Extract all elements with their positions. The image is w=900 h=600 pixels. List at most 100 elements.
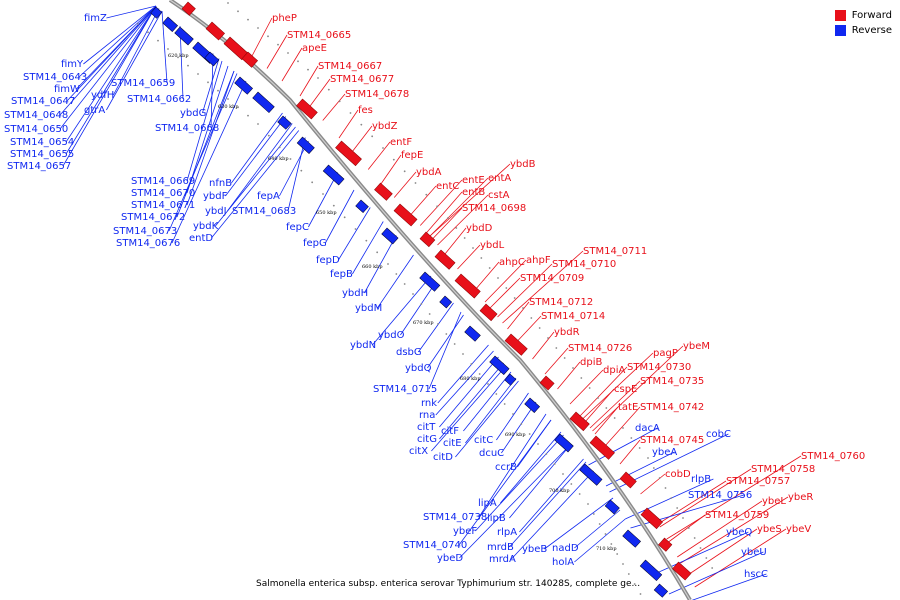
reverse-gene-label[interactable]: citD — [433, 452, 453, 463]
reverse-gene-label[interactable]: STM14_0676 — [116, 238, 180, 249]
reverse-gene-label[interactable]: fepC — [286, 222, 309, 233]
forward-gene-label[interactable]: ybeS — [757, 524, 782, 535]
reverse-gene-label[interactable]: citG — [417, 434, 437, 445]
reverse-gene-label[interactable]: fimY — [61, 59, 84, 70]
reverse-gene-label[interactable]: ybdK — [193, 221, 219, 232]
forward-gene-label[interactable]: cobD — [665, 469, 691, 480]
forward-gene-label[interactable]: cstA — [488, 190, 510, 201]
forward-gene-label[interactable]: ahpC — [499, 257, 525, 268]
forward-gene-label[interactable]: ybdZ — [372, 121, 398, 132]
reverse-gene-label[interactable]: ybdJ — [205, 206, 227, 217]
reverse-gene-label[interactable]: fepD — [316, 255, 340, 266]
reverse-gene-label[interactable]: citE — [443, 438, 462, 449]
reverse-gene-label[interactable]: rnk — [421, 398, 437, 409]
forward-gene-label[interactable]: STM14_0667 — [318, 61, 382, 72]
reverse-gene-label[interactable]: STM14_0657 — [7, 161, 71, 172]
reverse-gene-label[interactable]: dcuC — [479, 448, 504, 459]
reverse-gene-label[interactable]: STM14_0648 — [4, 110, 68, 121]
reverse-gene-label[interactable]: STM14_0650 — [4, 124, 68, 135]
reverse-gene-label[interactable]: fimW — [54, 84, 80, 95]
reverse-gene-label[interactable]: STM14_0738 — [423, 512, 487, 523]
reverse-gene-label[interactable]: ccrB — [495, 462, 517, 473]
forward-gene-label[interactable]: entC — [436, 181, 459, 192]
reverse-gene-label[interactable]: ybdF — [203, 191, 228, 202]
reverse-gene-label[interactable]: citT — [417, 422, 436, 433]
reverse-gene-label[interactable]: STM14_0740 — [403, 540, 467, 551]
forward-gene-label[interactable]: STM14_0711 — [583, 246, 647, 257]
forward-gene-label[interactable]: STM14_0678 — [345, 89, 409, 100]
forward-gene-label[interactable]: STM14_0698 — [462, 203, 526, 214]
forward-gene-label[interactable]: ahpF — [526, 255, 551, 266]
forward-gene-label[interactable]: ybeR — [788, 492, 813, 503]
reverse-gene-label[interactable]: citF — [441, 426, 459, 437]
forward-gene-label[interactable]: STM14_0730 — [627, 362, 691, 373]
forward-gene-label[interactable]: STM14_0712 — [529, 297, 593, 308]
reverse-gene-label[interactable]: holA — [552, 557, 574, 568]
forward-gene-label[interactable]: cspE — [614, 384, 637, 395]
reverse-gene-label[interactable]: ybdN — [350, 340, 376, 351]
forward-gene-label[interactable]: ybeM — [683, 341, 710, 352]
forward-gene-label[interactable]: STM14_0665 — [287, 30, 351, 41]
forward-gene-label[interactable]: STM14_0757 — [726, 476, 790, 487]
reverse-gene-label[interactable]: STM14_0647 — [11, 96, 75, 107]
reverse-gene-label[interactable]: entD — [189, 233, 213, 244]
reverse-gene-label[interactable]: STM14_0671 — [131, 200, 195, 211]
forward-gene-label[interactable]: pheP — [272, 13, 297, 24]
forward-gene-label[interactable]: STM14_0735 — [640, 376, 704, 387]
reverse-gene-label[interactable]: ybeB — [522, 544, 547, 555]
reverse-gene-label[interactable]: mrdA — [489, 554, 516, 565]
forward-gene-label[interactable]: STM14_0709 — [520, 273, 584, 284]
forward-gene-label[interactable]: ybeV — [786, 524, 811, 535]
reverse-gene-label[interactable]: STM14_0670 — [131, 188, 195, 199]
reverse-gene-label[interactable]: fepG — [303, 238, 327, 249]
reverse-gene-label[interactable]: dacA — [635, 423, 660, 434]
reverse-gene-label[interactable]: rlpB — [691, 474, 711, 485]
forward-gene-label[interactable]: ybdR — [554, 327, 580, 338]
reverse-gene-label[interactable]: ybdH — [342, 288, 368, 299]
reverse-gene-label[interactable]: ydfH — [91, 90, 114, 101]
forward-gene-label[interactable]: STM14_0759 — [705, 510, 769, 521]
forward-gene-label[interactable]: dpiA — [603, 365, 625, 376]
reverse-gene-label[interactable]: fimZ — [84, 13, 107, 24]
reverse-gene-label[interactable]: ybdQ — [405, 363, 432, 374]
reverse-gene-label[interactable]: rlpA — [497, 527, 517, 538]
reverse-gene-label[interactable]: lipB — [487, 513, 506, 524]
forward-gene-label[interactable]: STM14_0726 — [568, 343, 632, 354]
reverse-gene-label[interactable]: STM14_0668 — [155, 123, 219, 134]
forward-gene-label[interactable]: tatE — [618, 402, 638, 413]
reverse-gene-label[interactable]: ybdM — [355, 303, 382, 314]
reverse-gene-label[interactable]: STM14_0672 — [121, 212, 185, 223]
forward-gene-label[interactable]: STM14_0742 — [640, 402, 704, 413]
forward-gene-label[interactable]: ybdB — [510, 159, 536, 170]
forward-gene-label[interactable]: ybdL — [480, 240, 505, 251]
reverse-gene-label[interactable]: mrdB — [487, 542, 514, 553]
reverse-gene-label[interactable]: STM14_0756 — [688, 490, 752, 501]
forward-gene-label[interactable]: entB — [462, 187, 485, 198]
reverse-gene-label[interactable]: STM14_0683 — [232, 206, 296, 217]
reverse-gene-label[interactable]: ybeA — [652, 447, 677, 458]
reverse-gene-label[interactable]: nfnB — [209, 178, 232, 189]
reverse-gene-label[interactable]: cobC — [706, 429, 731, 440]
reverse-gene-label[interactable]: STM14_0655 — [10, 149, 74, 160]
forward-gene-label[interactable]: pagP — [653, 348, 678, 359]
forward-gene-label[interactable]: ybdA — [416, 167, 442, 178]
reverse-gene-label[interactable]: ybdO — [378, 330, 405, 341]
reverse-gene-label[interactable]: hscC — [744, 569, 768, 580]
reverse-gene-label[interactable]: citC — [474, 435, 493, 446]
reverse-gene-label[interactable]: STM14_0673 — [113, 226, 177, 237]
reverse-gene-label[interactable]: STM14_0662 — [127, 94, 191, 105]
forward-gene-label[interactable]: entF — [390, 137, 412, 148]
forward-gene-label[interactable]: entE — [462, 175, 485, 186]
forward-gene-label[interactable]: fes — [358, 105, 373, 116]
reverse-gene-label[interactable]: fepA — [257, 191, 280, 202]
reverse-gene-label[interactable]: gtrA — [84, 105, 105, 116]
reverse-gene-label[interactable]: ybeF — [453, 526, 477, 537]
reverse-gene-label[interactable]: lipA — [478, 498, 497, 509]
reverse-gene-label[interactable]: ybeD — [437, 553, 463, 564]
forward-gene-label[interactable]: STM14_0758 — [751, 464, 815, 475]
reverse-gene-label[interactable]: STM14_0654 — [10, 137, 74, 148]
reverse-gene-label[interactable]: ybeQ — [726, 527, 752, 538]
reverse-gene-label[interactable]: ybdG — [180, 108, 206, 119]
forward-gene-label[interactable]: STM14_0745 — [640, 435, 704, 446]
reverse-gene-label[interactable]: citX — [409, 446, 428, 457]
